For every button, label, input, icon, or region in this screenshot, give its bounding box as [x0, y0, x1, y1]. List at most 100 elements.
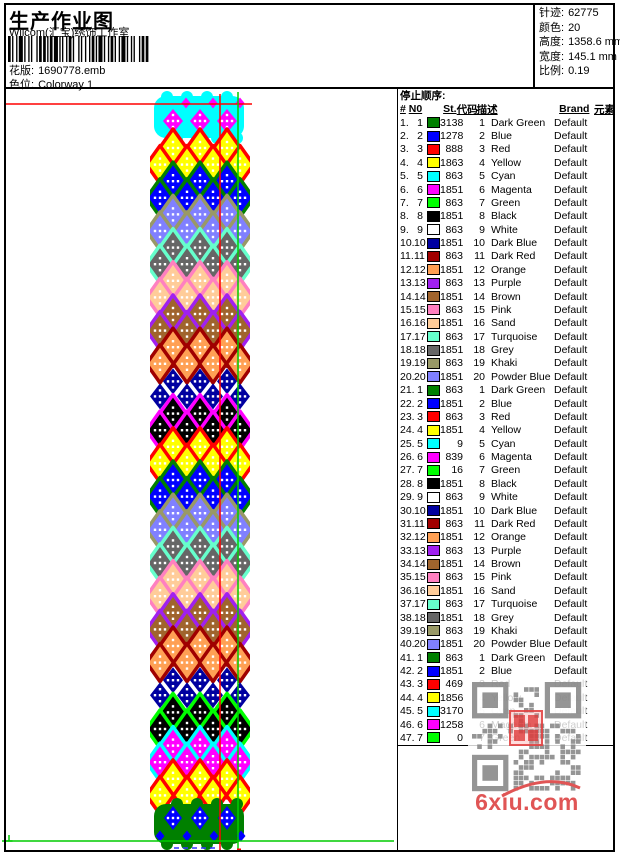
stop-row: 11. 11 863 11 Dark Red Default	[398, 250, 615, 263]
brand-cell: Default	[554, 638, 588, 651]
stitch-count-cell: 1851	[440, 558, 464, 571]
stop-row: 18. 18 1851 18 Grey Default	[398, 343, 615, 356]
color-swatch	[427, 317, 440, 329]
seq-cell: 3.	[400, 143, 409, 156]
color-swatch	[427, 170, 440, 182]
code-cell: 6	[479, 183, 485, 196]
code-cell: 11	[474, 517, 485, 530]
stitch-count-cell: 469	[445, 678, 463, 691]
stop-row: 2. 2 1278 2 Blue Default	[398, 129, 615, 142]
stop-row: 13. 13 863 13 Purple Default	[398, 277, 615, 290]
stop-row: 33. 13 863 13 Purple Default	[398, 544, 615, 557]
color-swatch	[427, 518, 440, 530]
code-cell: 18	[473, 344, 485, 357]
brand-cell: Default	[554, 250, 588, 263]
color-swatch	[427, 277, 440, 289]
col-header-needle: N0	[408, 103, 423, 115]
seq-cell: 7.	[400, 196, 409, 209]
stitch-count-cell: 863	[445, 170, 463, 183]
seq-cell: 28.	[400, 477, 415, 490]
stop-row: 10. 10 1851 10 Dark Blue Default	[398, 236, 615, 249]
brand-cell: Default	[554, 116, 588, 129]
seq-cell: 12.	[400, 263, 415, 276]
brand-cell: Default	[554, 477, 588, 490]
stitch-count-cell: 1851	[440, 237, 464, 250]
stop-row: 1. 1 3138 1 Dark Green Default	[398, 116, 615, 129]
brand-cell: Default	[554, 410, 588, 423]
stitch-count-cell: 1278	[440, 130, 464, 143]
seq-cell: 16.	[400, 317, 415, 330]
description-cell: Dark Blue	[491, 237, 538, 250]
description-cell: Dark Red	[491, 517, 536, 530]
seq-cell: 15.	[400, 303, 415, 316]
stitch-count-cell: 863	[445, 357, 463, 370]
seq-cell: 37.	[400, 598, 415, 611]
seq-cell: 26.	[400, 451, 415, 464]
design-file-row: 花版: 1690778.emb	[9, 62, 105, 78]
stop-row: 36. 16 1851 16 Sand Default	[398, 584, 615, 597]
needle-cell: 4	[417, 424, 423, 437]
stop-row: 15. 15 863 15 Pink Default	[398, 303, 615, 316]
color-swatch	[427, 464, 440, 476]
seq-cell: 43.	[400, 678, 415, 691]
description-cell: Yellow	[491, 424, 521, 437]
needle-cell: 4	[417, 691, 423, 704]
color-swatch	[427, 130, 440, 142]
code-cell: 17	[473, 598, 485, 611]
width-row: 宽度: 145.1 mm	[539, 50, 617, 63]
seq-cell: 20.	[400, 370, 415, 383]
needle-cell: 1	[417, 116, 423, 129]
brand-cell: Default	[554, 451, 588, 464]
code-cell: 18	[473, 611, 485, 624]
description-cell: Dark Green	[491, 116, 546, 129]
description-cell: Dark Green	[491, 384, 546, 397]
watermark-swoosh-icon	[501, 780, 581, 798]
needle-cell: 12	[414, 531, 426, 544]
stop-row: 12. 12 1851 12 Orange Default	[398, 263, 615, 276]
stop-row: 42. 2 1851 2 Blue Default	[398, 664, 615, 677]
stop-row: 19. 19 863 19 Khaki Default	[398, 357, 615, 370]
seq-cell: 33.	[400, 544, 415, 557]
needle-cell: 17	[414, 598, 426, 611]
stitch-count-cell: 863	[445, 651, 463, 664]
description-cell: Green	[491, 196, 521, 209]
color-swatch	[427, 331, 440, 343]
brand-cell: Default	[554, 437, 588, 450]
description-cell: Khaki	[491, 624, 518, 637]
color-swatch	[427, 411, 440, 423]
seq-cell: 25.	[400, 437, 415, 450]
color-swatch	[427, 545, 440, 557]
seq-cell: 35.	[400, 571, 415, 584]
description-cell: Blue	[491, 130, 513, 143]
color-swatch	[427, 732, 440, 744]
needle-cell: 6	[417, 183, 423, 196]
stitch-count-cell: 839	[445, 451, 463, 464]
description-cell: Dark Green	[491, 651, 546, 664]
code-cell: 1	[479, 384, 485, 397]
info-box-separator-line	[533, 3, 535, 87]
needle-cell: 20	[414, 370, 426, 383]
needle-cell: 7	[417, 196, 423, 209]
brand-cell: Default	[554, 143, 588, 156]
brand-cell: Default	[554, 665, 588, 678]
code-cell: 4	[479, 156, 485, 169]
description-cell: Powder Blue	[491, 638, 551, 651]
stop-row: 27. 7 16 7 Green Default	[398, 464, 615, 477]
seq-cell: 30.	[400, 504, 415, 517]
brand-cell: Default	[554, 584, 588, 597]
stitch-count-cell: 1851	[440, 397, 464, 410]
color-swatch	[427, 638, 440, 650]
color-swatch	[427, 598, 440, 610]
description-cell: Dark Blue	[491, 504, 538, 517]
needle-cell: 8	[417, 477, 423, 490]
brand-cell: Default	[554, 611, 588, 624]
color-swatch	[427, 652, 440, 664]
description-cell: Cyan	[491, 170, 516, 183]
code-cell: 14	[473, 558, 485, 571]
needle-cell: 4	[417, 156, 423, 169]
needle-cell: 2	[417, 397, 423, 410]
seq-cell: 45.	[400, 705, 415, 718]
needle-cell: 15	[414, 571, 426, 584]
seq-cell: 38.	[400, 611, 415, 624]
description-cell: Sand	[491, 584, 516, 597]
